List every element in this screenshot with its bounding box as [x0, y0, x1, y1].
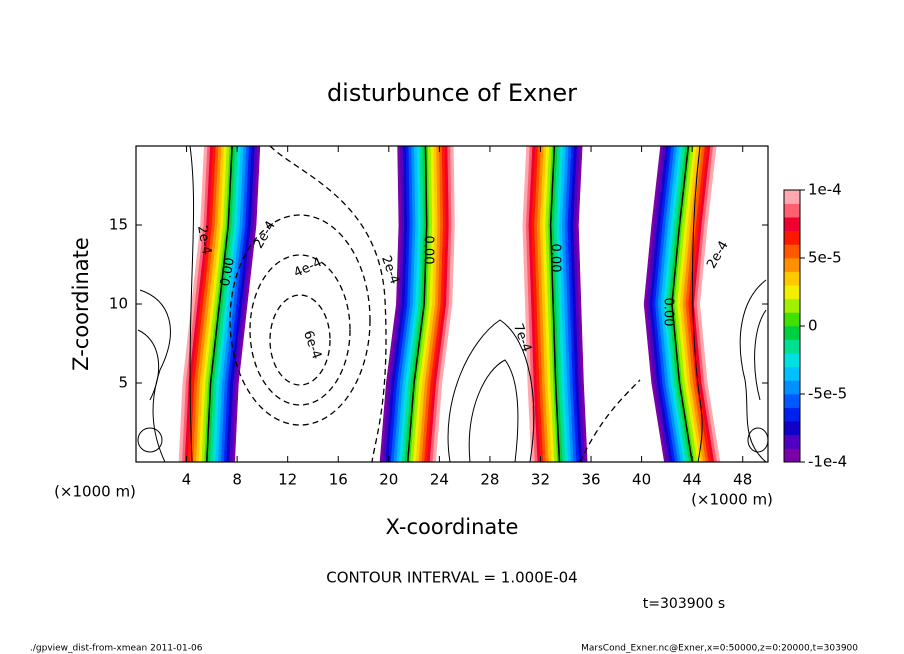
contour-line: [579, 379, 641, 463]
x-tick-label: 16: [329, 471, 348, 489]
x-tick-label: 40: [632, 471, 651, 489]
x-tick-label: 20: [379, 471, 398, 489]
contour-line: [447, 319, 535, 463]
colorbar-cell: [784, 312, 800, 327]
time-label: t=303900 s: [643, 596, 725, 612]
y-tick-label: 5: [118, 374, 128, 392]
contour-label: 2e-4: [194, 224, 214, 255]
colorbar-tick-label: 0: [808, 317, 818, 335]
colorbar-cell: [784, 421, 800, 436]
colorbar-cell: [784, 339, 800, 354]
contour-line: [249, 254, 351, 406]
footer-left: ./gpview_dist-from-xmean 2011-01-06: [30, 644, 203, 654]
colorbar-cell: [784, 326, 800, 340]
zero-contour: [206, 145, 233, 463]
y-tick-label: 15: [109, 216, 128, 234]
zero-contour: [671, 145, 693, 463]
colorbar-cell: [784, 448, 800, 463]
x-unit-label: (×1000 m): [691, 491, 773, 509]
colorbar-cell: [784, 380, 800, 395]
contour-label: 0.00: [218, 256, 238, 287]
footer-right: MarsCond_Exner.nc@Exner,x=0:50000,z=0:20…: [581, 644, 858, 654]
contour-line: [137, 427, 163, 453]
x-tick-label: 32: [531, 471, 550, 489]
x-tick-label: 44: [683, 471, 702, 489]
colorbar-cell: [784, 407, 800, 422]
contour-line: [139, 289, 171, 463]
colorbar-cell: [784, 285, 800, 300]
colorbar-cell: [784, 230, 800, 245]
colorbar-cell: [784, 353, 800, 368]
contour-line: [189, 145, 195, 463]
contour-label: 0.00: [421, 236, 436, 265]
colorbar-tick-label: 5e-5: [808, 249, 842, 267]
front: [379, 145, 455, 463]
chart-title: disturbunce of Exner: [327, 79, 577, 107]
contour-line: [229, 214, 371, 426]
colorbar-cell: [784, 366, 800, 381]
colorbar-cell: [784, 190, 800, 204]
contour-line: [269, 145, 387, 463]
colorbar-cell: [784, 434, 800, 449]
colorbar-cell: [784, 258, 800, 272]
x-unit-label: (×1000 m): [54, 483, 136, 501]
contour-line: [269, 294, 331, 386]
colorbar-cell: [784, 203, 800, 218]
x-tick-label: 36: [581, 471, 600, 489]
contour-line: [692, 145, 703, 463]
colorbar-cell: [784, 394, 800, 408]
colorbar-cell: [784, 271, 800, 286]
contour-line: [739, 279, 767, 463]
x-axis-title: X-coordinate: [386, 515, 519, 539]
colorbar-cell: [784, 244, 800, 259]
x-tick-label: 24: [430, 471, 449, 489]
colorbar-tick-label: -1e-4: [808, 453, 847, 471]
negative-contours: [229, 145, 641, 463]
y-axis-title: Z-coordinate: [69, 237, 93, 371]
y-tick-label: 10: [109, 295, 128, 313]
contour-label: 0.00: [661, 298, 676, 327]
contour-line: [754, 309, 767, 401]
colorbar-tick-label: -5e-5: [808, 385, 847, 403]
contour-label: 0.00: [548, 244, 563, 273]
contour-line: [468, 359, 519, 463]
x-tick-label: 28: [480, 471, 499, 489]
zero-contour: [407, 145, 428, 463]
contour-interval: CONTOUR INTERVAL = 1.000E-04: [326, 569, 577, 587]
x-tick-label: 4: [182, 471, 192, 489]
x-tick-label: 48: [733, 471, 752, 489]
colorbar-cell: [784, 217, 800, 232]
colorbar-tick-label: 1e-4: [808, 181, 842, 199]
zero-contour: [549, 145, 561, 463]
positive-contours: [137, 145, 769, 463]
colorbar-cell: [784, 298, 800, 313]
contour-line: [137, 329, 160, 401]
x-tick-label: 12: [278, 471, 297, 489]
front: [522, 145, 588, 463]
x-tick-label: 8: [232, 471, 242, 489]
